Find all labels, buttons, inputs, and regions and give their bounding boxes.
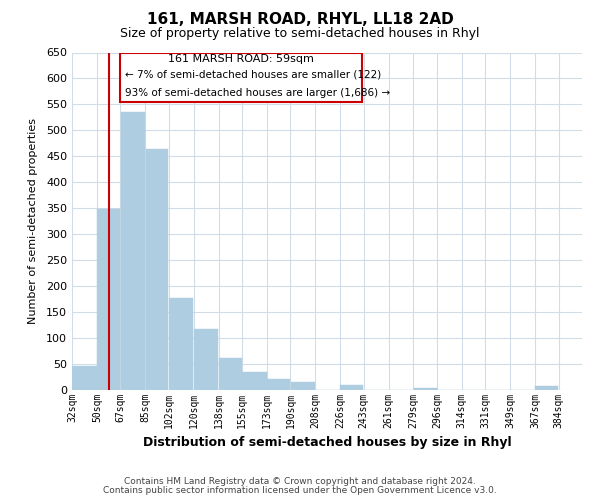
Bar: [535, 386, 558, 390]
Bar: [340, 385, 363, 390]
Text: Contains public sector information licensed under the Open Government Licence v3: Contains public sector information licen…: [103, 486, 497, 495]
Bar: [169, 298, 193, 390]
Bar: [121, 112, 145, 390]
Text: 93% of semi-detached houses are larger (1,686) →: 93% of semi-detached houses are larger (…: [125, 88, 391, 98]
Bar: [146, 148, 169, 390]
Text: 161 MARSH ROAD: 59sqm: 161 MARSH ROAD: 59sqm: [169, 54, 314, 64]
Text: Size of property relative to semi-detached houses in Rhyl: Size of property relative to semi-detach…: [120, 28, 480, 40]
X-axis label: Distribution of semi-detached houses by size in Rhyl: Distribution of semi-detached houses by …: [143, 436, 511, 450]
Bar: [219, 358, 242, 390]
Text: ← 7% of semi-detached houses are smaller (122): ← 7% of semi-detached houses are smaller…: [125, 70, 382, 80]
Bar: [97, 210, 120, 390]
Bar: [73, 366, 97, 390]
Bar: [414, 388, 437, 390]
Y-axis label: Number of semi-detached properties: Number of semi-detached properties: [28, 118, 38, 324]
Bar: [194, 328, 218, 390]
Bar: [242, 372, 266, 390]
Bar: [291, 382, 315, 390]
FancyBboxPatch shape: [121, 52, 362, 102]
Text: 161, MARSH ROAD, RHYL, LL18 2AD: 161, MARSH ROAD, RHYL, LL18 2AD: [146, 12, 454, 28]
Text: Contains HM Land Registry data © Crown copyright and database right 2024.: Contains HM Land Registry data © Crown c…: [124, 477, 476, 486]
Bar: [267, 378, 290, 390]
